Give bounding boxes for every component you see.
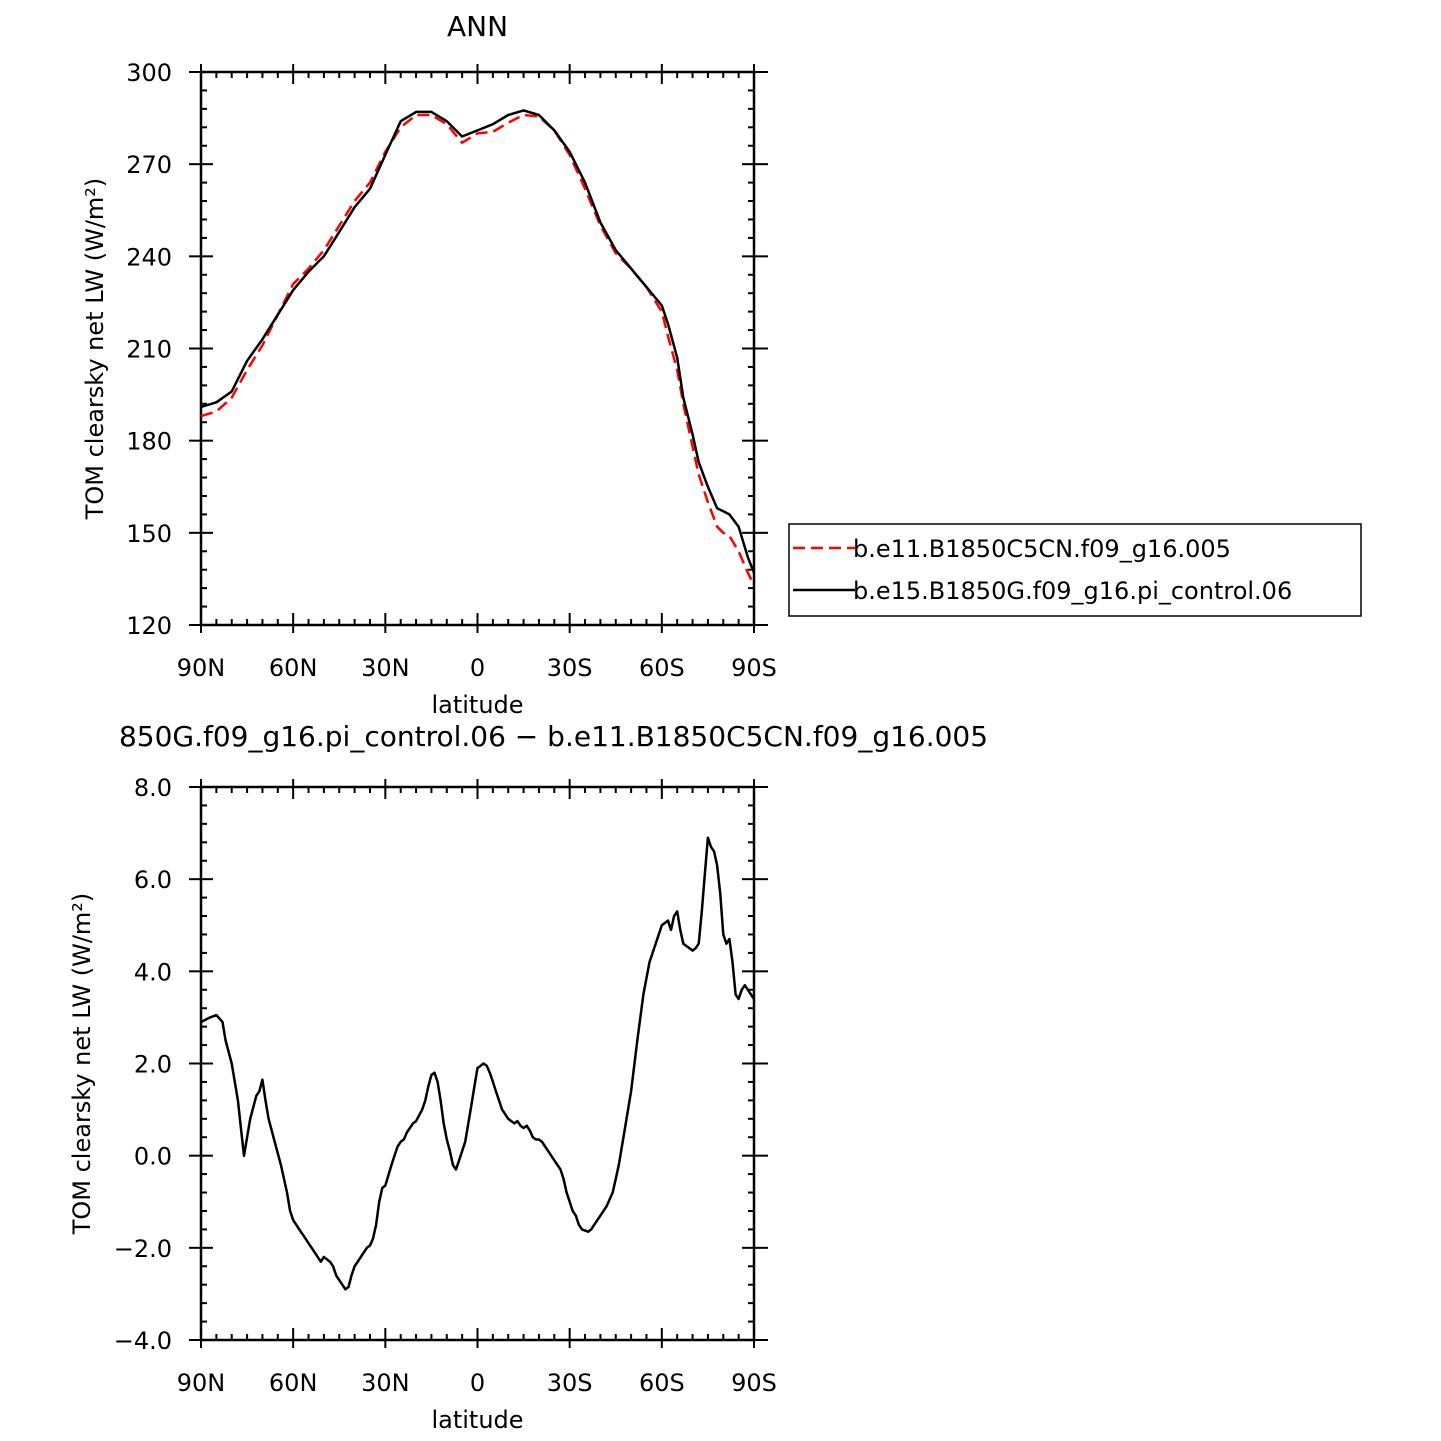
x-axis-label: latitude (431, 691, 523, 719)
legend: b.e11.B1850C5CN.f09_g16.005 b.e15.B1850G.… (788, 523, 1362, 617)
plot-frame (199, 70, 756, 627)
y-tick-label: −4.0 (114, 1327, 172, 1355)
x-tick-label: 90N (177, 654, 226, 682)
x-tick-label: 30N (361, 1369, 410, 1397)
chart-title: ANN (447, 10, 508, 43)
y-tick-label: 8.0 (134, 774, 172, 802)
x-axis-label: latitude (431, 1406, 523, 1434)
x-tick-label: 30S (547, 1369, 593, 1397)
y-tick-label: 240 (126, 243, 172, 271)
y-tick-label: 300 (126, 59, 172, 87)
x-tick-label: 90N (177, 1369, 226, 1397)
chart-panel-2: 850G.f09_g16.pi_control.06 − b.e11.B1850… (68, 720, 988, 1434)
x-tick-label: 60S (639, 1369, 685, 1397)
y-axis-label: TOM clearsky net LW (W/m²) (68, 893, 96, 1236)
y-tick-label: 0.0 (134, 1143, 172, 1171)
y-tick-label: 150 (126, 520, 172, 548)
x-tick-label: 30N (361, 654, 410, 682)
x-tick-label: 60N (269, 1369, 318, 1397)
x-tick-label: 60N (269, 654, 318, 682)
y-tick-label: −2.0 (114, 1235, 172, 1263)
legend-label-1: b.e11.B1850C5CN.f09_g16.005 (853, 535, 1231, 563)
x-tick-label: 0 (470, 1369, 485, 1397)
x-tick-label: 60S (639, 654, 685, 682)
x-tick-label: 0 (470, 654, 485, 682)
y-tick-label: 4.0 (134, 958, 172, 986)
y-tick-label: 180 (126, 428, 172, 456)
legend-box (788, 523, 1362, 617)
y-tick-label: 210 (126, 336, 172, 364)
series-line-1 (200, 836, 756, 1291)
series-line-1 (200, 113, 756, 586)
plot-frame (199, 785, 756, 1342)
x-tick-label: 90S (731, 1369, 777, 1397)
series-line-2 (200, 109, 756, 574)
x-tick-label: 30S (547, 654, 593, 682)
legend-label-2: b.e15.B1850G.f09_g16.pi_control.06 (853, 577, 1292, 605)
y-tick-label: 120 (126, 612, 172, 640)
x-tick-label: 90S (731, 654, 777, 682)
chart-title: 850G.f09_g16.pi_control.06 − b.e11.B1850… (119, 720, 988, 753)
y-tick-label: 6.0 (134, 866, 172, 894)
y-tick-label: 2.0 (134, 1051, 172, 1079)
y-axis-label: TOM clearsky net LW (W/m²) (81, 178, 109, 521)
chart-panel-1: ANN 90N 60N 30N 0 30S 60S 90S 120 150 180 210 240 270… (81, 10, 777, 719)
y-tick-label: 270 (126, 151, 172, 179)
